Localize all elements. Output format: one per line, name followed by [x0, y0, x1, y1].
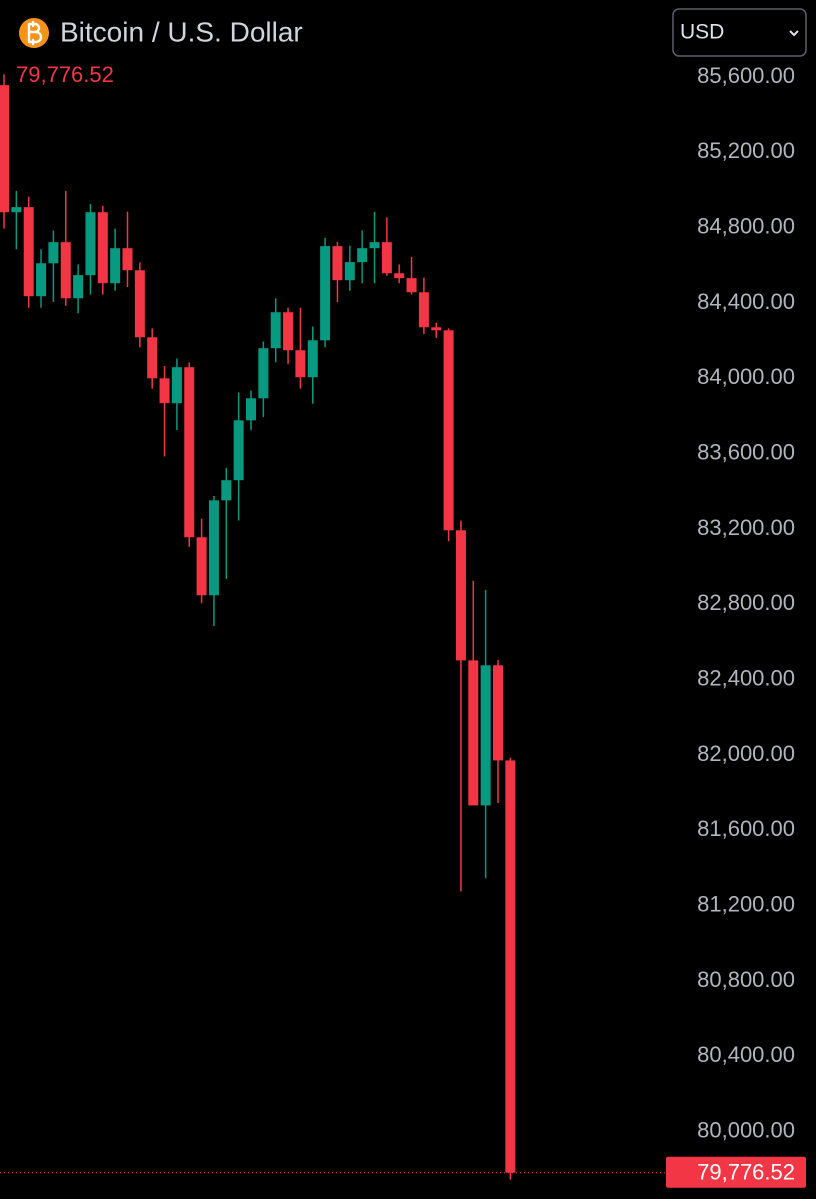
chart-title: Bitcoin / U.S. Dollar: [60, 16, 303, 47]
last-price-tag: [666, 1156, 806, 1188]
y-tick-label: 80,800.00: [697, 967, 795, 992]
candle-body: [48, 242, 59, 264]
y-tick-label: 85,600.00: [697, 63, 795, 88]
y-tick-label: 83,600.00: [697, 440, 795, 465]
candle-body: [381, 242, 392, 274]
dropdown-arrow[interactable]: [789, 30, 799, 37]
candle-body: [320, 246, 331, 341]
candle-body: [468, 660, 479, 806]
price-axis: 85,600.00 85,200.00 84,800.00 84,400.00 84,0…: [666, 63, 806, 1188]
currency-select-box[interactable]: [672, 8, 807, 57]
candle-body: [246, 398, 256, 421]
currency-select[interactable]: USD: [672, 8, 807, 57]
y-tick-label: 84,400.00: [697, 289, 795, 314]
candle-body: [85, 212, 96, 276]
candle-body: [431, 327, 442, 331]
candle-body: [455, 530, 466, 661]
candle-body: [60, 242, 71, 299]
candle-body: [369, 242, 380, 249]
candle-body: [73, 275, 84, 299]
last-price-tag-label: 79,776.52: [697, 1160, 795, 1185]
candle-body: [97, 212, 108, 284]
y-tick-label: 84,000.00: [697, 364, 795, 389]
candle-body: [357, 248, 368, 263]
last-price: 79,776.52: [16, 62, 114, 87]
candle-body: [221, 480, 232, 501]
candle-body: [493, 665, 503, 761]
candle-body: [505, 760, 516, 1173]
y-tick-label: 80,000.00: [697, 1117, 795, 1142]
candle-body: [159, 378, 170, 404]
y-tick-label: 84,800.00: [697, 214, 795, 239]
y-tick-label: 82,800.00: [697, 590, 795, 615]
candle-body: [23, 207, 34, 297]
y-tick-label: 80,400.00: [697, 1042, 795, 1067]
y-tick-label: 82,000.00: [697, 741, 795, 766]
candle-body: [258, 348, 269, 399]
candle-body: [36, 263, 47, 297]
y-tick-label: 81,600.00: [697, 816, 795, 841]
candle-body: [394, 273, 405, 279]
candle-body: [0, 85, 9, 213]
candle-body: [134, 270, 145, 338]
candle-body: [196, 537, 207, 596]
plot-area: [0, 74, 666, 1180]
candle-body: [480, 665, 491, 806]
candle-body: [184, 367, 195, 538]
candle-body: [443, 330, 454, 531]
currency-label[interactable]: USD: [680, 21, 724, 44]
candle-body: [344, 262, 355, 281]
candle-body: [208, 500, 219, 596]
candle-body: [332, 246, 343, 281]
candle-body: [283, 312, 294, 351]
candle-body: [270, 312, 281, 349]
candle-body: [307, 340, 318, 378]
candle-body: [418, 292, 429, 328]
candle-body: [406, 278, 417, 293]
y-tick-label: 85,200.00: [697, 138, 795, 163]
symbol-icon: [19, 18, 49, 48]
y-tick-label: 81,200.00: [697, 891, 795, 916]
candle-body: [11, 207, 22, 213]
candle-body: [295, 350, 306, 378]
candle-body: [122, 248, 133, 271]
y-tick-label: 83,200.00: [697, 515, 795, 540]
y-tick-label: 82,400.00: [697, 665, 795, 690]
candle-body: [110, 248, 121, 284]
candle-body: [171, 367, 182, 404]
candle-body: [233, 420, 244, 481]
candle-body: [147, 337, 158, 379]
